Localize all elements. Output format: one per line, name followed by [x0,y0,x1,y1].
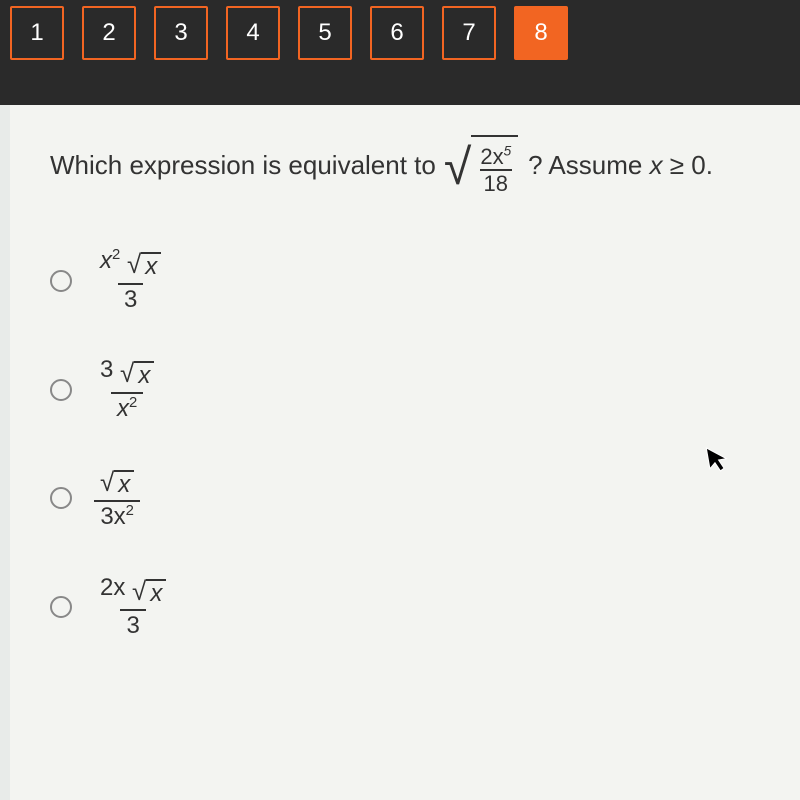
question-text: Which expression is equivalent to √ 2x5 … [50,135,785,196]
question-tail: ? Assume [528,150,642,180]
question-content: Which expression is equivalent to √ 2x5 … [10,105,800,800]
option-a-expression: x2 √x 3 [94,246,167,315]
option-a[interactable]: x2 √x 3 [50,246,785,315]
nav-question-5[interactable]: 5 [298,6,352,60]
nav-question-3[interactable]: 3 [154,6,208,60]
option-c-expression: √x 3x2 [94,464,140,533]
nav-question-8[interactable]: 8 [514,6,568,60]
option-d-expression: 2x √x 3 [94,573,172,642]
question-radical: √ 2x5 18 [444,135,518,196]
nav-question-6[interactable]: 6 [370,6,424,60]
nav-question-4[interactable]: 4 [226,6,280,60]
nav-question-2[interactable]: 2 [82,6,136,60]
radio-icon [50,487,72,509]
radio-icon [50,270,72,292]
answer-options: x2 √x 3 3 √x x2 √x 3x2 [50,246,785,641]
option-b-expression: 3 √x x2 [94,355,160,424]
radio-icon [50,596,72,618]
question-nav: 1 2 3 4 5 6 7 8 [0,0,800,105]
option-b[interactable]: 3 √x x2 [50,355,785,424]
radical-icon: √ [444,155,471,180]
option-c[interactable]: √x 3x2 [50,464,785,533]
nav-question-1[interactable]: 1 [10,6,64,60]
radio-icon [50,379,72,401]
question-lead: Which expression is equivalent to [50,150,436,181]
nav-question-7[interactable]: 7 [442,6,496,60]
option-d[interactable]: 2x √x 3 [50,573,785,642]
